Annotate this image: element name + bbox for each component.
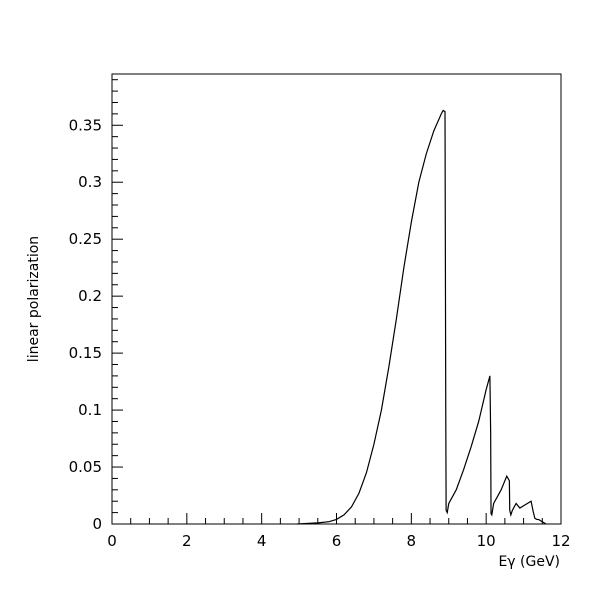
tick-labels-layer: 0 2 4 6 8 10 12 0 0.05 0.1 0.15 0.2 0.25 0.3 0.35 (69, 116, 571, 550)
x-tick-label: 10 (477, 532, 496, 550)
y-tick-label: 0.2 (78, 287, 102, 305)
x-tick-label: 12 (551, 532, 570, 550)
y-tick-label: 0.1 (78, 401, 102, 419)
y-tick-label: 0.05 (69, 458, 102, 476)
x-tick-label: 2 (182, 532, 192, 550)
y-tick-label: 0.35 (69, 116, 102, 134)
x-tick-label: 4 (257, 532, 267, 550)
x-tick-label: 6 (332, 532, 342, 550)
series-line (297, 109, 547, 525)
ticks-layer (111, 79, 562, 525)
y-tick-label: 0.3 (78, 173, 102, 191)
x-tick-label: 0 (107, 532, 117, 550)
y-tick-label: 0.15 (69, 344, 102, 362)
y-tick-label: 0 (92, 515, 102, 533)
x-axis-title: Eγ (GeV) (498, 554, 560, 570)
y-axis-title: linear polarization (26, 236, 42, 362)
y-tick-label: 0.25 (69, 230, 102, 248)
x-tick-label: 8 (407, 532, 417, 550)
